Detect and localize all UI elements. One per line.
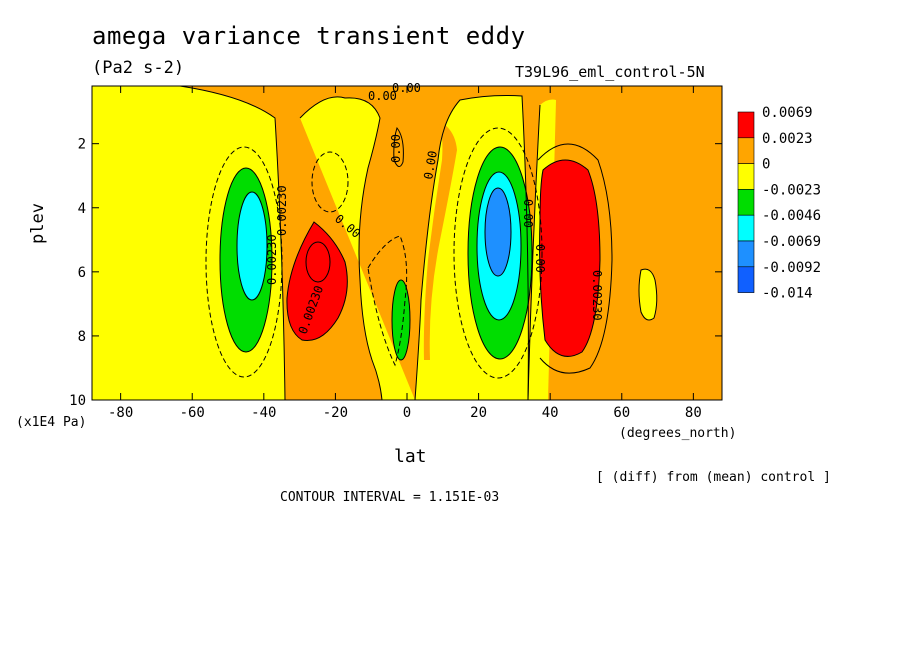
legend-label: 0.0023 xyxy=(762,131,813,147)
contour-zero-center-b xyxy=(414,95,529,400)
x-tick-label: -80 xyxy=(108,405,133,421)
legend-label: -0.0069 xyxy=(762,234,821,250)
lobe-sh-red xyxy=(286,222,348,341)
legend-label: -0.014 xyxy=(762,286,813,302)
region-pos-tongue xyxy=(393,128,404,167)
legend-label: 0 xyxy=(762,157,770,173)
legend-swatch xyxy=(737,189,755,216)
contour-neg-eq xyxy=(391,279,411,361)
legend-label: -0.0092 xyxy=(762,260,821,276)
contour-label: 0.00 xyxy=(521,199,535,228)
x-axis-units: (degrees_north) xyxy=(619,426,737,441)
contour-neg-eq-outer xyxy=(367,235,408,367)
lobe-sh-cyan xyxy=(237,192,267,300)
plot-area xyxy=(92,86,722,400)
x-tick-label: 80 xyxy=(685,405,702,421)
contour-label: 0.00230 xyxy=(590,270,604,321)
contour-zero-west xyxy=(179,86,286,400)
diff-note: [ (diff) from (mean) control ] xyxy=(596,470,831,485)
contour-zero-east xyxy=(638,268,658,321)
contour-neg-nh-outer xyxy=(453,127,543,379)
y-tick-label: 4 xyxy=(78,201,86,217)
axes: -80 -60 -40 -20 0 20 40 60 80 2 4 6 8 10 xyxy=(69,85,723,421)
contour-label: 0.00 xyxy=(389,134,403,163)
contour-pos-nh-red xyxy=(539,159,601,357)
contour-neg-sh-green xyxy=(219,167,273,353)
x-tick-label: -40 xyxy=(251,405,276,421)
y-tick-label: 2 xyxy=(78,137,86,153)
contour-zero-strip xyxy=(527,104,541,400)
contour-label: 0.00230 xyxy=(265,234,279,285)
contour-neg-sh-outer xyxy=(205,146,283,378)
contour-neg-nh-blue xyxy=(484,187,512,277)
contour-label: 0.00 xyxy=(421,150,440,181)
contour-zero-center-a xyxy=(299,96,383,400)
region-neg-center xyxy=(300,95,529,400)
contour-zero-tongue xyxy=(393,126,404,167)
region-neg-east xyxy=(639,269,657,320)
legend-label: 0.0069 xyxy=(762,105,813,121)
contour-lines xyxy=(179,86,658,400)
y-axis-units: (x1E4 Pa) xyxy=(16,415,87,430)
y-axis-label: plev xyxy=(28,203,48,244)
x-tick-label: 0 xyxy=(403,405,411,421)
legend-swatch xyxy=(737,137,755,164)
contour-pos-sh-red xyxy=(286,221,348,342)
legend-swatch xyxy=(737,240,755,268)
contour-pos-sh-inner xyxy=(305,241,331,283)
contour-label: 0.00 xyxy=(392,81,421,95)
contour-label: 0.00230 xyxy=(275,185,289,236)
contour-neg-sh-cyan xyxy=(236,191,268,301)
x-axis-label: lat xyxy=(394,446,427,467)
chart-title: amega variance transient eddy xyxy=(92,22,526,50)
y-tick-label: 6 xyxy=(78,265,86,281)
legend-swatch xyxy=(737,214,755,242)
chart-units: (Pa2 s-2) xyxy=(92,58,185,78)
x-tick-label: 40 xyxy=(542,405,559,421)
legend-label: -0.0046 xyxy=(762,208,821,224)
region-pos-ridge xyxy=(423,120,457,360)
x-tick-label: -20 xyxy=(323,405,348,421)
lobe-eq-green xyxy=(392,280,410,360)
color-legend: 0.0069 0.0023 0 -0.0023 -0.0046 -0.0069 -0.009… xyxy=(737,105,821,302)
x-tick-label: 20 xyxy=(470,405,487,421)
legend-swatch xyxy=(737,163,755,190)
y-tick-label: 8 xyxy=(78,329,86,345)
contour-label: 0.00 xyxy=(533,244,547,273)
contour-neg-sh-upper xyxy=(311,151,349,213)
legend-swatch xyxy=(737,266,755,293)
contour-neg-nh-cyan xyxy=(476,171,522,321)
contour-label: 0.00 xyxy=(368,89,397,103)
lobe-nh-blue xyxy=(485,188,511,276)
legend-label: -0.0023 xyxy=(762,182,821,198)
lobe-nh-red xyxy=(539,160,600,357)
dataset-label: T39L96_eml_control-5N xyxy=(515,63,705,81)
y-tick-label: 10 xyxy=(69,393,86,409)
x-tick-label: -60 xyxy=(180,405,205,421)
legend-swatch xyxy=(737,111,755,139)
contour-pos-nh-outer xyxy=(537,143,613,374)
contour-interval: CONTOUR INTERVAL = 1.151E-03 xyxy=(280,490,500,505)
contour-neg-nh-green xyxy=(467,146,533,360)
x-tick-label: 60 xyxy=(613,405,630,421)
